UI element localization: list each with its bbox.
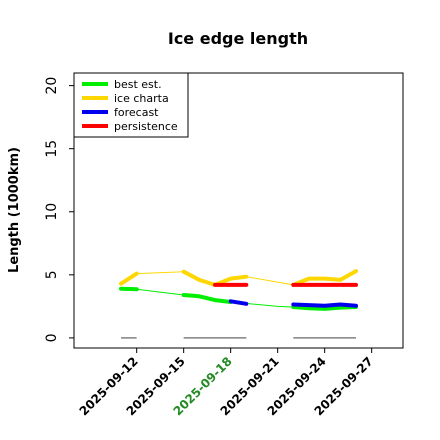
y-tick-label: 10 (44, 203, 60, 221)
series-line-ice-charta (136, 271, 185, 275)
series-line-best-est (181, 293, 233, 304)
series-line-ice-charta (119, 271, 139, 286)
y-tick-label: 15 (44, 140, 60, 158)
legend-label-best-est: best est. (114, 78, 162, 91)
legend-label-forecast: forecast (114, 106, 159, 119)
legend-label-persistence: persistence (114, 120, 178, 133)
plot-layer: 051015202025-09-122025-09-152025-09-1820… (44, 72, 404, 418)
plot-frame (73, 72, 404, 349)
series-line-best-est (136, 288, 185, 296)
series-line-ice-charta (291, 269, 358, 287)
series-line-forecast (291, 302, 358, 308)
y-tick-label: 0 (44, 333, 60, 342)
chart-title: Ice edge length (168, 29, 308, 48)
series-line-ice-charta (245, 276, 294, 286)
y-axis-label: Length (1000km) (7, 147, 22, 273)
series-line-best-est (119, 286, 139, 292)
series-line-forecast (228, 299, 249, 306)
legend-label-ice-charta: ice charta (114, 92, 169, 105)
y-tick-label: 20 (44, 77, 60, 95)
y-tick-label: 5 (44, 270, 60, 279)
series-line-best-est (291, 305, 358, 311)
